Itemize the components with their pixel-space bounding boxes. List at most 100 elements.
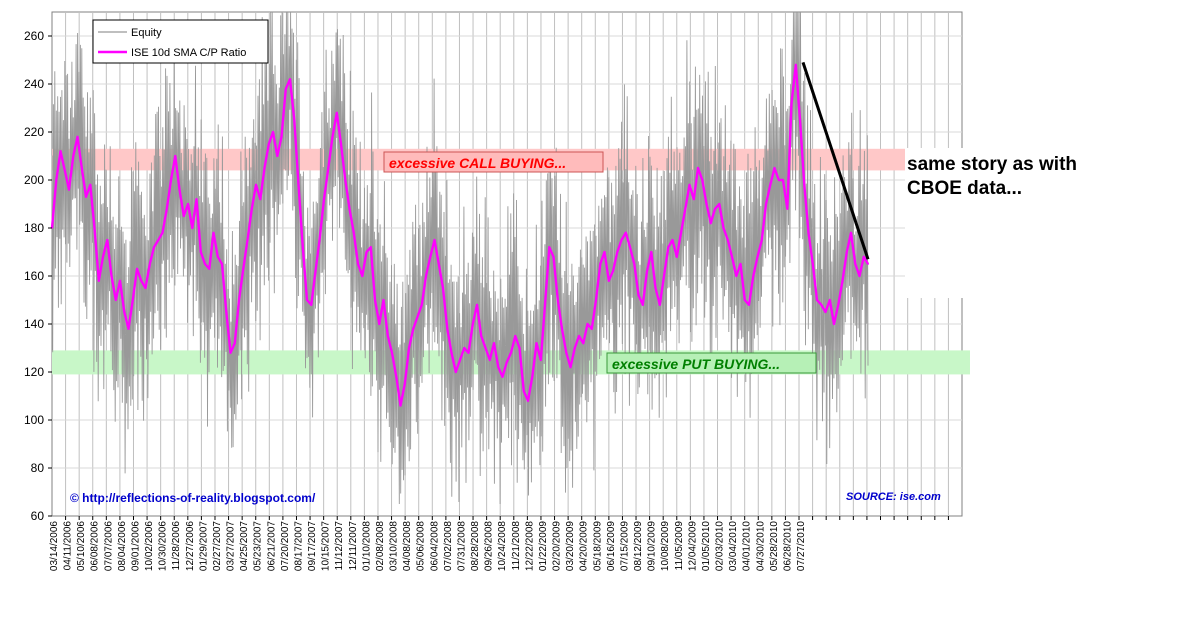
sma-point: [382, 299, 385, 301]
x-tick-label: 11/21/2008: [511, 521, 522, 571]
x-tick-label: 10/30/2006: [158, 521, 169, 571]
x-tick-label: 05/10/2006: [76, 521, 87, 571]
sma-point: [157, 239, 160, 241]
x-tick-label: 08/04/2006: [117, 521, 128, 571]
sma-point: [701, 179, 704, 181]
sma-point: [816, 299, 818, 301]
sma-point: [318, 236, 321, 239]
sma-point: [72, 155, 75, 157]
sma-point: [493, 342, 495, 345]
sma-point: [641, 303, 644, 306]
sma-point: [272, 131, 274, 133]
x-tick-label: 07/20/2007: [280, 521, 291, 571]
sma-point: [535, 342, 538, 345]
source-text: SOURCE: ise.com: [846, 491, 941, 503]
sma-point: [259, 198, 262, 201]
x-tick-label: 05/23/2007: [253, 521, 264, 571]
sma-point: [250, 207, 253, 210]
sma-point: [136, 267, 138, 270]
sma-point: [794, 63, 797, 66]
sma-point: [208, 267, 211, 270]
sma-point: [505, 361, 508, 364]
legend-label-sma: ISE 10d SMA C/P Ratio: [131, 47, 246, 59]
sma-point: [80, 167, 83, 169]
sma-point: [255, 183, 257, 186]
sma-point: [484, 347, 487, 349]
x-tick-label: 02/27/2007: [212, 521, 223, 571]
sma-point: [399, 404, 402, 407]
sma-point: [131, 299, 134, 301]
x-tick-label: 04/20/2009: [579, 521, 590, 571]
x-tick-label: 04/11/2006: [63, 521, 74, 571]
sma-point: [331, 135, 334, 138]
sma-point: [544, 303, 546, 306]
y-tick-label: 160: [24, 269, 44, 283]
sma-point: [140, 279, 143, 282]
sma-point: [463, 347, 466, 349]
x-tick-label: 03/04/2010: [728, 521, 739, 571]
sma-point: [59, 150, 62, 153]
sma-point: [527, 399, 529, 402]
sma-point: [110, 275, 113, 277]
sma-point: [199, 251, 202, 253]
sma-point: [242, 267, 245, 270]
sma-point: [416, 315, 419, 318]
x-tick-label: 10/08/2009: [660, 521, 671, 571]
band-labels: excessive CALL BUYING... excessive PUT B…: [383, 151, 817, 374]
sma-point: [119, 279, 121, 282]
x-tick-label: 10/02/2006: [144, 521, 155, 571]
sma-point: [310, 303, 313, 306]
sma-point: [777, 179, 780, 181]
sma-point: [841, 279, 844, 282]
sma-point: [369, 246, 372, 249]
sma-point: [595, 299, 597, 301]
sma-point: [221, 263, 223, 265]
sma-point: [323, 198, 325, 201]
sma-point: [743, 299, 746, 301]
sma-point: [280, 135, 283, 138]
x-tick-label: 05/18/2009: [592, 521, 603, 571]
sma-point: [633, 263, 636, 265]
sma-point: [391, 351, 393, 354]
x-tick-label: 12/11/2007: [348, 521, 359, 571]
sma-point: [590, 327, 593, 330]
x-tick-label: 07/07/2006: [103, 521, 114, 571]
x-tick-label: 05/06/2008: [416, 521, 427, 571]
x-tick-label: 01/29/2007: [198, 521, 209, 571]
sma-point: [603, 251, 606, 253]
sma-point: [756, 255, 759, 258]
y-tick-label: 200: [24, 173, 44, 187]
sma-point: [684, 207, 687, 210]
sma-point: [765, 203, 767, 205]
sma-point: [340, 143, 342, 145]
sma-point: [675, 255, 678, 258]
sma-point: [293, 119, 296, 121]
sma-point: [114, 299, 117, 301]
sma-point: [824, 311, 827, 313]
x-axis: 03/14/2006 04/11/2006 05/10/2006 06/08/2006…: [49, 516, 949, 571]
sma-point: [616, 251, 619, 253]
sma-point: [650, 251, 653, 253]
sma-point: [233, 342, 236, 345]
sma-point: [726, 239, 729, 241]
sma-point: [378, 323, 381, 325]
sma-point: [565, 351, 568, 354]
sma-point: [646, 270, 648, 273]
x-tick-label: 09/26/2008: [484, 521, 495, 571]
sma-point: [578, 335, 580, 337]
sma-point: [289, 78, 291, 81]
y-tick-label: 140: [24, 317, 44, 331]
sma-point: [586, 323, 589, 325]
x-tick-label: 04/25/2007: [239, 521, 250, 571]
sma-point: [182, 215, 185, 217]
x-tick-label: 06/21/2007: [266, 521, 277, 571]
sma-point: [705, 203, 708, 205]
sma-point: [85, 195, 87, 198]
sma-point: [442, 287, 444, 289]
y-tick-label: 180: [24, 221, 44, 235]
sma-point: [773, 167, 776, 169]
x-tick-label: 04/08/2008: [402, 521, 413, 571]
sma-point: [348, 207, 351, 210]
x-tick-label: 11/12/2007: [334, 521, 345, 571]
